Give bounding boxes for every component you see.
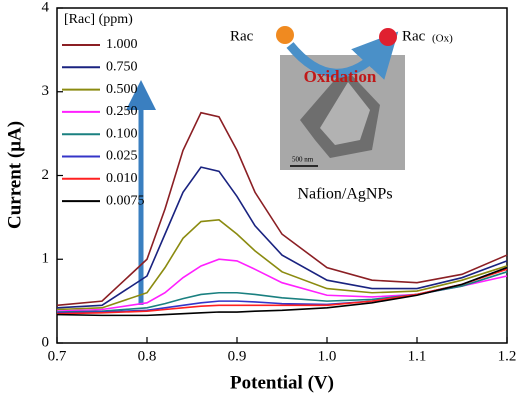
reactant-icon <box>276 26 294 44</box>
nanoplate-light <box>320 82 370 145</box>
legend-label: 0.0075 <box>106 193 145 208</box>
series-line <box>56 268 508 315</box>
legend-label: 0.250 <box>106 104 138 119</box>
series-line <box>56 166 508 309</box>
y-tick-label: 1 <box>42 251 50 267</box>
x-tick-label: 1.2 <box>498 348 517 364</box>
legend-title: [Rac] (ppm) <box>64 12 133 27</box>
x-axis-label: Potential (V) <box>230 372 334 393</box>
x-tick-label: 1.0 <box>318 348 337 364</box>
inset: Rac Rac (Ox) Oxidation 500 nm Nafion/AgN… <box>230 26 453 203</box>
y-tick-label: 2 <box>42 167 50 183</box>
legend-label: 0.100 <box>106 126 138 141</box>
product-label: Rac <box>402 28 426 44</box>
product-suffix: (Ox) <box>432 33 453 45</box>
legend-label: 0.025 <box>106 149 138 164</box>
x-tick-label: 0.9 <box>228 348 247 364</box>
y-tick-label: 0 <box>42 334 50 350</box>
reaction-arrow <box>286 31 399 80</box>
x-tick-label: 1.1 <box>408 348 427 364</box>
reactant-label: Rac <box>230 28 254 44</box>
series-line <box>56 111 508 307</box>
y-axis-label: Current (μA) <box>4 121 25 229</box>
x-tick-label: 0.7 <box>48 348 67 364</box>
inset-caption: Nafion/AgNPs <box>297 186 392 203</box>
legend-label: 0.750 <box>106 60 138 75</box>
product-icon <box>379 28 397 46</box>
legend-label: 1.000 <box>106 37 138 52</box>
series-line <box>56 258 508 312</box>
x-tick-label: 0.8 <box>138 348 157 364</box>
reaction-label: Oxidation <box>304 67 377 86</box>
legend-label: 0.500 <box>106 82 138 97</box>
y-tick-label: 3 <box>42 83 50 99</box>
legend-label: 0.010 <box>106 171 138 186</box>
series-line <box>56 266 508 317</box>
series-line <box>56 219 508 311</box>
scale-bar-label: 500 nm <box>292 156 314 164</box>
y-tick-label: 4 <box>42 0 50 15</box>
